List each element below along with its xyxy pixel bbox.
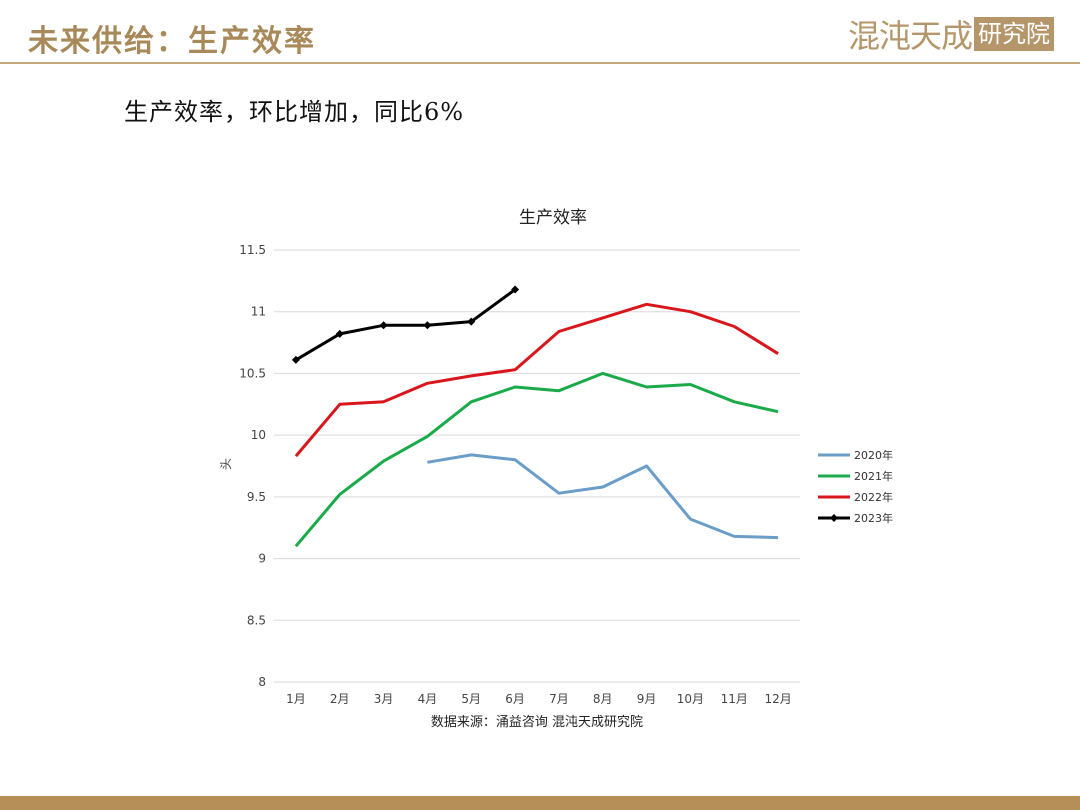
chart-grid: [274, 249, 800, 683]
x-tick-label: 4月: [418, 692, 438, 706]
header-divider: [0, 62, 1080, 64]
series-line: [294, 371, 779, 548]
x-tick-label: 7月: [549, 692, 569, 706]
x-tick-label: 12月: [764, 692, 791, 706]
x-tick-label: 3月: [374, 692, 394, 706]
x-tick-label: 5月: [461, 692, 481, 706]
page-title: 未来供给：生产效率: [28, 24, 316, 59]
x-tick-label: 1月: [286, 692, 306, 706]
y-tick-label: 9.5: [247, 490, 266, 504]
data-point-marker: [467, 317, 476, 326]
slide-subtitle: 生产效率，环比增加，同比6%: [124, 98, 465, 126]
x-tick-label: 6月: [505, 692, 525, 706]
data-point-marker: [291, 355, 300, 364]
legend-label: 2021年: [854, 469, 893, 483]
series-2023年: [291, 285, 520, 364]
legend-label: 2023年: [854, 511, 893, 525]
x-tick-label: 8月: [593, 692, 613, 706]
logo-box-text: 研究院: [974, 17, 1054, 51]
legend-item: 2023年: [818, 511, 893, 525]
y-tick-label: 11: [251, 305, 266, 319]
y-tick-label: 8: [258, 675, 266, 689]
x-tick-label: 2月: [330, 692, 350, 706]
legend-marker: [830, 514, 838, 522]
source-note: 数据来源：涌益咨询 混沌天成研究院: [431, 715, 643, 730]
series-2021年: [294, 371, 779, 548]
x-tick-label: 10月: [677, 692, 704, 706]
x-tick-label: 9月: [637, 692, 657, 706]
y-tick-label: 8.5: [247, 613, 266, 627]
y-axis-label: 头: [219, 458, 233, 470]
data-point-marker: [379, 321, 388, 330]
y-axis-ticks: 8 8.5 9 9.5 10 10.5 11 11.5: [239, 243, 266, 689]
series-line: [294, 302, 779, 458]
series-line: [427, 453, 779, 540]
series-2022年: [294, 302, 779, 458]
legend-item: 2021年: [818, 469, 893, 483]
legend-label: 2020年: [854, 448, 893, 462]
legend-item: 2020年: [818, 448, 893, 462]
chart-legend: 2020年 2021年 2022年 2023年: [818, 448, 893, 525]
footer-bar: [0, 796, 1080, 810]
data-point-marker: [335, 329, 344, 338]
y-tick-label: 10: [251, 428, 266, 442]
logo-text: 混沌天成: [847, 17, 973, 55]
legend-item: 2022年: [818, 490, 893, 504]
series-line: [295, 288, 516, 362]
chart-series: [291, 285, 779, 548]
y-tick-label: 10.5: [239, 366, 266, 380]
data-point-marker: [423, 321, 432, 330]
x-tick-label: 11月: [721, 692, 748, 706]
chart-title: 生产效率: [519, 208, 587, 228]
company-logo: 混沌天成 研究院: [848, 16, 1054, 55]
y-tick-label: 9: [258, 552, 266, 566]
x-axis-ticks: 1月 2月 3月 4月 5月 6月 7月 8月 9月 10月 11月 12月: [286, 692, 792, 706]
y-tick-label: 11.5: [239, 243, 266, 257]
legend-label: 2022年: [854, 490, 893, 504]
series-2020年: [427, 453, 779, 540]
data-point-marker: [511, 285, 520, 294]
